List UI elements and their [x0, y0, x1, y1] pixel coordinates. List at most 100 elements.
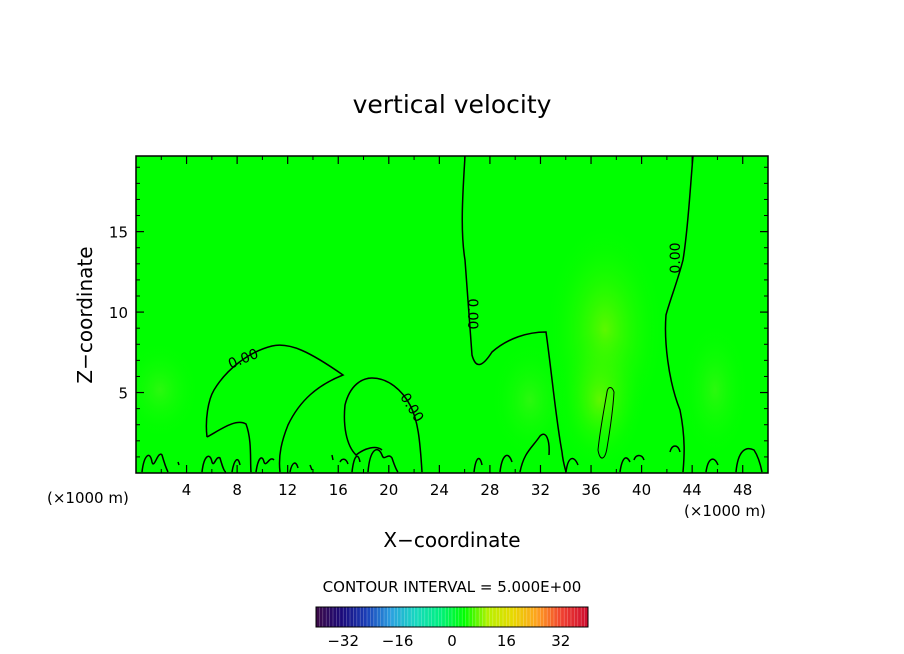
colorbar-tick-label: 16 [497, 632, 516, 650]
colorbar-cell [367, 607, 371, 627]
mild-region-right [680, 320, 750, 460]
x-tick-label: 32 [531, 481, 550, 499]
colorbar-cell [479, 607, 484, 627]
colorbar-cell [380, 607, 385, 627]
colorbar-frame [315, 606, 589, 628]
chart-title: vertical velocity [353, 90, 552, 119]
colorbar-cell [547, 607, 552, 627]
contour-warm-loop [597, 387, 615, 459]
x-units-left: (×1000 m) [47, 489, 129, 507]
colorbar-cell [506, 607, 511, 627]
colorbar-cell [360, 607, 365, 627]
colorbar-cell [356, 607, 361, 627]
y-axis-ticks: 5 10 15 [109, 166, 768, 458]
mild-region-mid [490, 340, 570, 460]
colorbar-cell [584, 607, 589, 627]
colorbar-cell [564, 607, 569, 627]
contour-right [664, 156, 694, 473]
colorbar-cell [533, 607, 538, 627]
colorbar-cell [557, 607, 562, 627]
colorbar-cell [404, 607, 409, 627]
y-tick-label: 5 [118, 385, 128, 403]
colorbar-cell [428, 607, 433, 627]
y-tick-label: 15 [109, 224, 128, 242]
colorbar-cell [458, 607, 463, 627]
x-tick-label: 20 [379, 481, 398, 499]
x-tick-label: 16 [329, 481, 348, 499]
mild-region-left [136, 340, 200, 440]
colorbar-cell [469, 607, 473, 627]
colorbar-cell [503, 607, 507, 627]
contour-mid-dome [343, 377, 423, 473]
x-tick-label: 48 [733, 481, 752, 499]
x-tick-label: 28 [480, 481, 499, 499]
contour-lines [141, 156, 763, 473]
x-axis-ticks: 4 8 12 16 20 24 28 32 36 40 44 48 [160, 156, 752, 499]
colorbar-tick-label: −16 [382, 632, 414, 650]
colorbar-cell [489, 607, 494, 627]
colorbar-cell [401, 607, 405, 627]
colorbar-cell [472, 607, 477, 627]
colorbar-cell [482, 607, 487, 627]
x-tick-label: 8 [232, 481, 242, 499]
colorbar-cell [455, 607, 460, 627]
colorbar-cell [496, 607, 501, 627]
contour-label-right: 0.00 [668, 242, 684, 273]
colorbar-cell [336, 607, 341, 627]
colorbar-cell [326, 607, 331, 627]
x-tick-label: 24 [430, 481, 449, 499]
colorbar-cell [363, 607, 368, 627]
colorbar-cell [397, 607, 402, 627]
colorbar-cell [567, 607, 572, 627]
colorbar [315, 606, 589, 628]
colorbar-cell [411, 607, 416, 627]
colorbar-cell [441, 607, 446, 627]
colorbar-cell [322, 607, 327, 627]
colorbar-cell [516, 607, 521, 627]
colorbar-cell [448, 607, 453, 627]
colorbar-cell [370, 607, 375, 627]
colorbar-cell [346, 607, 351, 627]
colorbar-cell [499, 607, 504, 627]
colorbar-cell [554, 607, 558, 627]
colorbar-cell [435, 607, 439, 627]
x-units-right: (×1000 m) [684, 502, 766, 520]
colorbar-cell [343, 607, 348, 627]
x-tick-label: 12 [278, 481, 297, 499]
colorbar-cell [526, 607, 531, 627]
colorbar-cell [350, 607, 354, 627]
colorbar-cell [377, 607, 382, 627]
colorbar-cell [384, 607, 388, 627]
colorbar-tick-label: 32 [551, 632, 570, 650]
colorbar-cell [462, 607, 467, 627]
colorbar-cell [373, 607, 378, 627]
colorbar-cell [513, 607, 518, 627]
contour-interval-text: CONTOUR INTERVAL = 5.000E+00 [323, 578, 582, 596]
y-axis-label: Z−coordinate [73, 246, 97, 383]
colorbar-cell [571, 607, 575, 627]
x-tick-label: 4 [182, 481, 192, 499]
colorbar-cell [339, 607, 344, 627]
colorbar-cell [394, 607, 399, 627]
colorbar-cell [550, 607, 555, 627]
colorbar-cell [431, 607, 436, 627]
x-axis-label: X−coordinate [383, 528, 520, 552]
colorbar-cell [424, 607, 429, 627]
colorbar-tick-labels: −32 −16 0 16 32 [327, 632, 570, 650]
colorbar-cell [465, 607, 470, 627]
plot-frame [135, 155, 769, 474]
colorbar-cell [319, 607, 324, 627]
colorbar-tick-label: −32 [327, 632, 359, 650]
colorbar-cell [421, 607, 426, 627]
colorbar-cell [329, 607, 334, 627]
colorbar-tick-label: 0 [447, 632, 457, 650]
y-tick-label: 10 [109, 304, 128, 322]
colorbar-cell [560, 607, 565, 627]
contour-surface-ripples [141, 433, 763, 473]
colorbar-cell [316, 607, 320, 627]
colorbar-cell [523, 607, 528, 627]
x-tick-label: 36 [581, 481, 600, 499]
warm-region-lower [555, 330, 645, 470]
colorbar-cell [486, 607, 490, 627]
